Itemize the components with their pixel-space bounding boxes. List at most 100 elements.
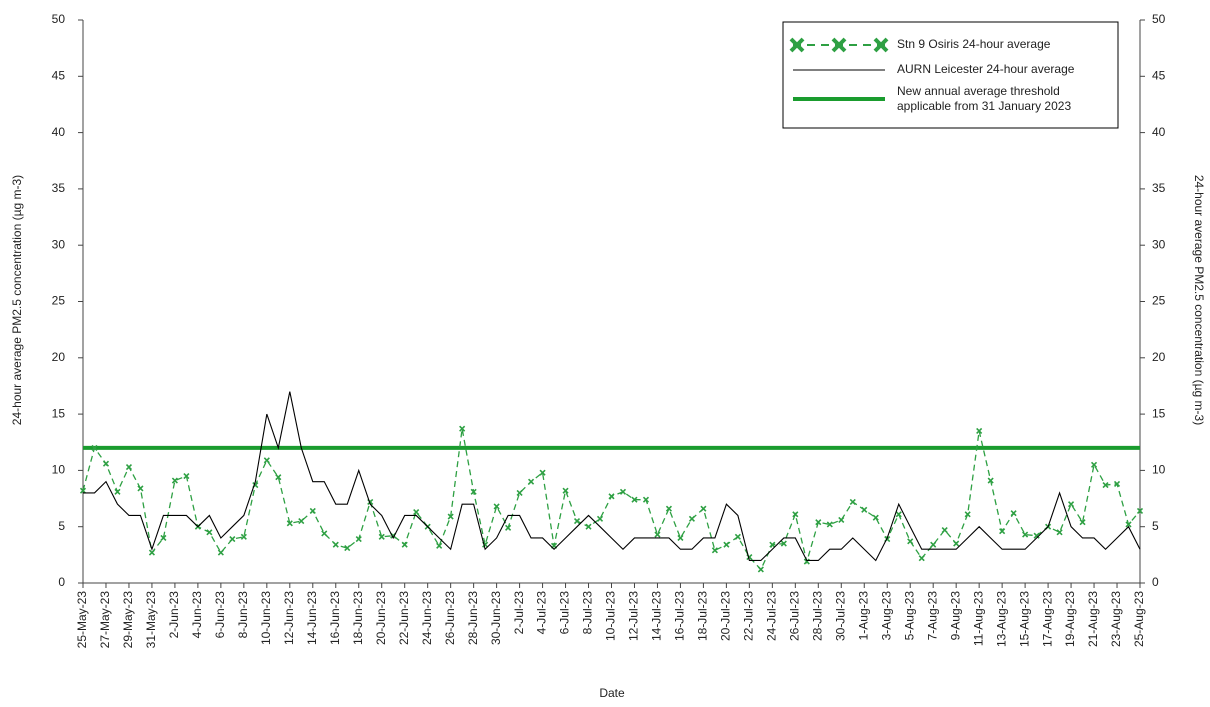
y-tick-label: 20 xyxy=(52,350,66,364)
x-tick-label: 25-May-23 xyxy=(75,591,89,649)
legend-marker xyxy=(873,37,889,53)
x-tick-label: 8-Jul-23 xyxy=(581,591,595,635)
data-point xyxy=(872,514,879,521)
data-point xyxy=(206,529,213,536)
data-point xyxy=(665,505,673,512)
y2-tick-label: 20 xyxy=(1152,350,1166,364)
data-point xyxy=(596,515,604,522)
legend-label: Stn 9 Osiris 24-hour average xyxy=(897,37,1051,51)
data-point xyxy=(895,511,902,518)
x-tick-label: 6-Jun-23 xyxy=(213,591,227,639)
x-tick-label: 2-Jul-23 xyxy=(512,591,526,635)
x-tick-label: 31-May-23 xyxy=(144,591,158,649)
data-point xyxy=(769,541,776,548)
legend: Stn 9 Osiris 24-hour average AURN Leicest… xyxy=(782,21,1119,129)
x-tick-label: 11-Aug-23 xyxy=(971,591,985,646)
x-tick-label: 8-Jun-23 xyxy=(236,591,250,639)
data-point xyxy=(976,427,983,435)
data-point xyxy=(505,524,512,531)
x-tick-label: 10-Jun-23 xyxy=(259,591,273,645)
data-point xyxy=(183,472,190,480)
data-point xyxy=(631,496,638,503)
data-point xyxy=(148,549,156,556)
data-point xyxy=(780,540,787,547)
data-point xyxy=(516,489,523,496)
x-axis-label: Date xyxy=(599,686,625,700)
y-tick-label: 10 xyxy=(52,463,66,477)
legend-label: AURN Leicester 24-hour average xyxy=(897,62,1075,76)
data-point xyxy=(344,545,351,552)
data-point xyxy=(1136,507,1144,515)
x-tick-label: 9-Aug-23 xyxy=(948,591,962,641)
data-point xyxy=(734,533,741,540)
data-point xyxy=(930,541,937,548)
x-tick-label: 7-Aug-23 xyxy=(925,591,939,641)
data-point xyxy=(125,463,133,471)
x-tick-label: 14-Jul-23 xyxy=(650,591,664,641)
x-tick-label: 20-Jul-23 xyxy=(719,591,733,641)
data-point xyxy=(447,513,454,520)
data-point xyxy=(332,541,339,548)
data-point xyxy=(953,540,960,547)
y-axis-label: 24-hour average PM2.5 concentration (µg … xyxy=(10,175,24,425)
data-point xyxy=(528,478,535,485)
data-point xyxy=(964,511,971,518)
y-tick-label: 30 xyxy=(52,237,66,251)
legend-label: New annual average threshold xyxy=(897,84,1060,98)
data-point xyxy=(401,541,408,548)
data-point xyxy=(91,444,98,451)
data-point xyxy=(160,534,167,542)
data-point xyxy=(378,533,385,540)
data-point xyxy=(711,547,718,554)
data-point xyxy=(688,515,695,522)
data-point xyxy=(907,538,914,545)
data-point xyxy=(413,508,420,516)
data-point xyxy=(263,457,270,464)
x-tick-label: 24-Jul-23 xyxy=(765,591,779,641)
x-tick-label: 1-Aug-23 xyxy=(856,591,870,641)
data-point xyxy=(573,518,581,525)
data-point xyxy=(436,542,443,549)
y-tick-label: 0 xyxy=(58,575,65,589)
data-point xyxy=(114,488,121,495)
legend-marker xyxy=(789,37,805,53)
data-point xyxy=(309,507,316,515)
x-tick-label: 13-Aug-23 xyxy=(994,591,1008,647)
data-point xyxy=(102,460,110,467)
x-tick-label: 12-Jul-23 xyxy=(627,591,641,641)
y2-tick-label: 25 xyxy=(1152,294,1166,308)
x-tick-label: 21-Aug-23 xyxy=(1086,591,1100,647)
data-point xyxy=(608,493,615,500)
x-tick-label: 18-Jul-23 xyxy=(696,591,710,641)
data-point xyxy=(1125,521,1132,528)
x-tick-label: 28-Jun-23 xyxy=(466,591,480,645)
data-point xyxy=(1102,481,1109,489)
data-point xyxy=(999,528,1006,535)
x-tick-label: 17-Aug-23 xyxy=(1040,591,1054,647)
data-point xyxy=(1079,519,1086,526)
data-point xyxy=(275,474,282,481)
legend-marker xyxy=(831,37,847,53)
data-point xyxy=(619,488,627,495)
data-point xyxy=(229,536,236,543)
y2-axis-label: 24-hour average PM2.5 concentration (µg … xyxy=(1192,175,1206,425)
data-point xyxy=(1068,501,1075,508)
x-tick-label: 16-Jun-23 xyxy=(328,591,342,645)
legend-label: applicable from 31 January 2023 xyxy=(897,99,1071,113)
y2-tick-label: 35 xyxy=(1152,181,1166,195)
data-point xyxy=(539,469,546,476)
x-tick-label: 30-Jul-23 xyxy=(833,591,847,641)
data-point xyxy=(918,555,925,562)
x-tick-label: 20-Jun-23 xyxy=(374,591,388,645)
data-point xyxy=(1010,510,1017,517)
data-point xyxy=(1022,531,1029,538)
data-point xyxy=(298,518,305,525)
data-point xyxy=(757,566,764,573)
x-tick-label: 23-Aug-23 xyxy=(1109,591,1123,647)
x-tick-label: 19-Aug-23 xyxy=(1063,591,1077,647)
legend-box xyxy=(782,21,1119,129)
y-tick-label: 15 xyxy=(52,406,66,420)
y2-tick-label: 5 xyxy=(1152,519,1159,533)
data-point xyxy=(826,521,833,528)
x-tick-label: 14-Jun-23 xyxy=(305,591,319,645)
